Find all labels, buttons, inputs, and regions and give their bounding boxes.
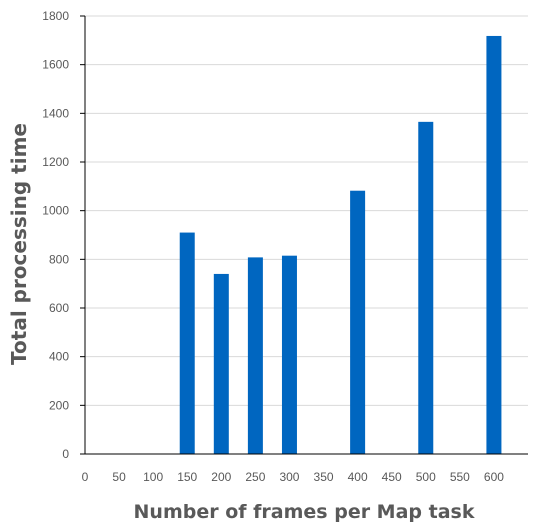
y-tick-label: 1000 [42, 204, 69, 218]
x-tick-label: 50 [112, 470, 126, 484]
y-tick-label: 0 [62, 447, 69, 461]
bar [418, 121, 434, 454]
axes [80, 15, 528, 455]
y-tick-label: 400 [49, 350, 69, 364]
x-tick-label: 500 [416, 470, 436, 484]
x-tick-label: 300 [279, 470, 299, 484]
x-tick-labels: 0 50 100 150 200 250 300 350 400 450 500 550 600 [82, 470, 505, 484]
bar [247, 257, 263, 454]
y-tick-label: 1200 [42, 155, 69, 169]
y-axis-title: Total processing time [7, 123, 31, 365]
bar [486, 35, 502, 454]
x-tick-label: 450 [382, 470, 402, 484]
x-tick-label: 150 [177, 470, 197, 484]
gridlines [85, 15, 528, 406]
x-tick-label: 250 [245, 470, 265, 484]
x-tick-label: 600 [484, 470, 504, 484]
x-tick-label: 100 [143, 470, 163, 484]
bar [213, 273, 229, 454]
x-tick-label: 350 [314, 470, 334, 484]
x-axis-title: Number of frames per Map task [134, 501, 475, 523]
x-tick-label: 400 [348, 470, 368, 484]
y-tick-label: 1800 [42, 9, 69, 23]
y-tick-label: 1600 [42, 58, 69, 72]
x-tick-label: 0 [82, 470, 89, 484]
bar [281, 255, 297, 454]
bar [179, 232, 195, 454]
y-tick-label: 200 [49, 398, 69, 412]
y-tick-label: 600 [49, 301, 69, 315]
y-tick-label: 800 [49, 252, 69, 266]
y-tick-labels: 0 200 400 600 800 1000 1200 1400 1600 1800 [42, 9, 69, 461]
x-tick-label: 550 [450, 470, 470, 484]
y-tick-label: 1400 [42, 106, 69, 120]
bars [179, 35, 502, 455]
bar [350, 190, 366, 455]
x-tick-label: 200 [211, 470, 231, 484]
